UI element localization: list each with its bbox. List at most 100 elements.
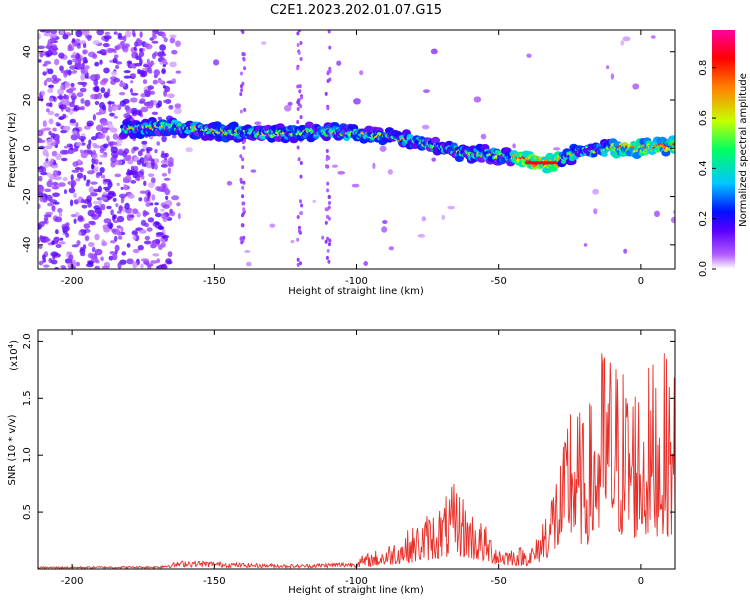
spectrogram-speckle — [45, 77, 53, 83]
spectrogram-speckle — [103, 67, 110, 74]
spectrogram-streak — [296, 262, 300, 267]
spectrogram-speckle — [65, 107, 71, 113]
spectrogram-ridge — [601, 151, 608, 157]
spectrogram-speckle — [51, 206, 56, 212]
spectrogram-speckle — [135, 109, 143, 116]
spectrogram-speckle — [160, 242, 166, 248]
spectrogram-speckle — [44, 60, 52, 65]
spectrogram-speckle — [146, 227, 153, 232]
spectrogram-speckle — [175, 40, 181, 47]
spectrogram-speckle — [130, 88, 133, 94]
spectrogram-plot — [38, 30, 675, 269]
spectrogram-speckle — [148, 182, 155, 189]
spectrogram-speckle — [87, 252, 95, 259]
spectrogram-speckle — [72, 161, 79, 167]
spectrogram-streak — [298, 89, 302, 94]
spectrogram-speckle — [134, 41, 139, 48]
spectrogram-speckle — [149, 100, 154, 106]
spectrogram-speckle — [109, 240, 116, 244]
spectrogram-speckle — [95, 173, 100, 179]
colorbar — [712, 30, 735, 269]
spectrogram-speckle — [82, 244, 87, 250]
spectrogram-speckle — [78, 231, 82, 236]
spectrogram-speckle — [38, 236, 41, 244]
spectrogram-speckle — [116, 225, 122, 229]
spectrogram-speckle — [107, 141, 113, 147]
spectrogram-speckle — [287, 101, 293, 106]
spectrogram-speckle — [38, 129, 44, 137]
spectrogram-speckle — [176, 202, 181, 207]
x-tick-label: 0 — [638, 276, 644, 287]
spectrogram-speckle — [115, 64, 120, 70]
spectrogram-streak — [241, 201, 245, 206]
spectrogram-streak — [325, 164, 328, 169]
spectrogram-streak — [241, 140, 245, 145]
spectrogram-speckle — [121, 251, 127, 256]
spectrogram-speckle — [140, 106, 149, 113]
spectrogram-speckle — [75, 142, 83, 147]
spectrogram-speckle — [136, 159, 142, 166]
spectrogram-ridge — [671, 147, 675, 152]
spectrogram-speckle — [75, 261, 81, 267]
spectrogram-speckle — [131, 148, 135, 154]
spectrogram-speckle — [160, 159, 169, 165]
spectrogram-speckle — [417, 234, 426, 238]
spectrogram-speckle — [80, 253, 86, 257]
spectrogram-speckle — [526, 53, 532, 58]
spectrogram-speckle — [153, 69, 160, 76]
spectrogram-speckle — [154, 158, 160, 164]
spectrogram-speckle — [154, 163, 158, 170]
spectrogram-streak — [241, 52, 245, 56]
spectrogram-speckle — [106, 47, 114, 54]
spectrogram-speckle — [75, 178, 81, 182]
spectrogram-speckle — [173, 107, 182, 115]
spectrogram-speckle — [166, 94, 170, 98]
y-tick-label: 2.0 — [22, 333, 33, 349]
spectrogram-streak — [328, 242, 331, 247]
spectrogram-streak — [239, 109, 243, 114]
spectrogram-speckle — [136, 211, 141, 218]
spectrogram-speckle — [131, 230, 138, 236]
spectrogram-streak — [296, 31, 300, 36]
spectrogram-speckle — [161, 58, 167, 64]
spectrogram-speckle — [379, 145, 387, 152]
spectrogram-speckle — [38, 260, 44, 266]
spectrogram-speckle — [123, 113, 131, 119]
spectrogram-streak — [296, 120, 300, 124]
spectrogram-speckle — [117, 262, 122, 269]
spectrogram-speckle — [86, 179, 91, 184]
spectrogram-speckle — [331, 164, 338, 168]
spectrogram-speckle — [69, 101, 75, 108]
spectrogram-speckle — [117, 210, 122, 214]
spectrogram-speckle — [58, 212, 63, 217]
spectrogram-speckle — [93, 144, 101, 149]
spectrogram-speckle — [108, 190, 116, 196]
spectrogram-streak — [241, 30, 245, 35]
x-tick-label: 0 — [638, 576, 644, 587]
spectrogram-speckle — [70, 199, 74, 207]
spectrogram-speckle — [103, 35, 112, 40]
spectrogram-speckle — [99, 154, 108, 158]
spectrogram-speckle — [91, 163, 95, 170]
spectrogram-speckle — [58, 104, 67, 110]
spectrogram-speckle — [152, 79, 158, 85]
colorbar-tick-label: 0.4 — [698, 160, 709, 176]
spectrogram-speckle — [171, 78, 177, 84]
spectrogram-streak — [297, 51, 301, 55]
spectrogram-speckle — [261, 41, 267, 45]
spectrogram-speckle — [117, 32, 123, 39]
spectrogram-streak — [240, 71, 243, 76]
spectrogram-speckle — [382, 220, 388, 224]
spectrogram-streak — [240, 240, 244, 245]
spectrogram-speckle — [52, 256, 56, 260]
spectrogram-speckle — [84, 99, 91, 107]
spectrogram-speckle — [65, 222, 70, 227]
y-tick-label: 1.0 — [22, 447, 33, 463]
snr-ylabel: SNR (10 * v/v) — [7, 414, 18, 485]
spectrogram-speckle — [114, 159, 123, 166]
spectrogram-speckle — [156, 141, 161, 146]
spectrogram-speckle — [97, 185, 102, 193]
spectrogram-speckle — [167, 251, 173, 258]
spectrogram-speckle — [169, 37, 176, 44]
spectrogram-speckle — [76, 131, 80, 139]
